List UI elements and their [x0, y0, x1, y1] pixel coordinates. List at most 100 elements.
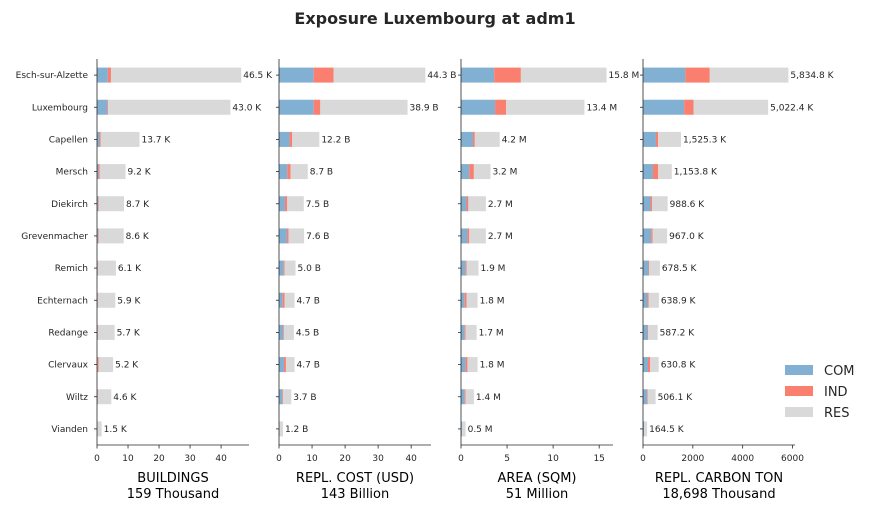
bar-res	[108, 99, 231, 115]
bar-ind	[495, 99, 507, 115]
bar-ind	[313, 99, 321, 115]
bar-res	[468, 196, 486, 212]
bar-value-label: 1.4 M	[476, 393, 501, 403]
bar-ind	[647, 292, 649, 308]
bar-com	[643, 357, 648, 373]
bar-res	[650, 357, 659, 373]
bar-com	[643, 164, 653, 180]
x-tick-label: 20	[339, 454, 351, 464]
bar-res	[110, 67, 242, 83]
bar-com	[279, 196, 285, 212]
x-tick-label: 10	[306, 454, 318, 464]
category-label: Clervaux	[48, 361, 89, 371]
bar-res	[98, 196, 124, 212]
bar-com	[461, 260, 466, 276]
bar-res	[284, 292, 295, 308]
bar-ind	[467, 228, 470, 244]
bar-com	[461, 131, 473, 147]
bar-value-label: 44.3 B	[427, 71, 456, 81]
bar-value-label: 164.5 K	[649, 425, 685, 435]
bar-value-label: 5.9 K	[117, 296, 141, 306]
panel-0: 46.5 K Esch-sur-Alzette 43.0 K Luxembourg 13…	[16, 59, 273, 502]
x-tick-label: 15	[593, 454, 604, 464]
bar-value-label: 8.7 B	[310, 168, 333, 178]
bar-com	[97, 131, 100, 147]
category-label: Esch-sur-Alzette	[16, 71, 89, 81]
bar-value-label: 13.4 M	[586, 103, 617, 113]
x-tick-label: 5	[504, 454, 510, 464]
bar-value-label: 630.8 K	[661, 361, 697, 371]
bar-com	[461, 99, 496, 115]
bar-res	[649, 260, 660, 276]
bar-res	[284, 260, 296, 276]
bar-com	[643, 196, 651, 212]
bar-res	[465, 324, 477, 340]
bar-res	[282, 389, 292, 405]
bar-value-label: 4.7 B	[297, 361, 320, 371]
bar-res	[99, 164, 126, 180]
bar-value-label: 5,834.8 K	[790, 71, 834, 81]
x-tick-label: 20	[153, 454, 165, 464]
x-tick-label: 2000	[681, 454, 704, 464]
bar-com	[643, 389, 647, 405]
x-tick-label: 10	[547, 454, 559, 464]
x-tick-label: 6000	[781, 454, 804, 464]
x-axis-label: REPL. COST (USD)	[296, 471, 414, 486]
bar-value-label: 43.0 K	[232, 103, 262, 113]
bar-value-label: 1.9 M	[481, 264, 506, 274]
bar-value-label: 1.5 K	[104, 425, 128, 435]
bar-ind	[97, 357, 99, 373]
bar-value-label: 967.0 K	[669, 232, 705, 242]
bar-ind	[107, 67, 111, 83]
bar-value-label: 4.6 K	[113, 393, 137, 403]
bar-com	[97, 99, 108, 115]
bar-com	[279, 260, 284, 276]
bar-value-label: 15.8 M	[609, 71, 640, 81]
bar-ind	[107, 99, 109, 115]
x-tick-label: 0	[276, 454, 282, 464]
bar-res	[693, 99, 769, 115]
bar-ind	[685, 67, 710, 83]
bar-value-label: 988.6 K	[670, 200, 706, 210]
bar-com	[643, 324, 648, 340]
bar-res	[647, 324, 658, 340]
bar-ind	[97, 196, 99, 212]
bar-value-label: 4.2 M	[502, 135, 527, 145]
bar-res	[473, 164, 491, 180]
bar-com	[643, 292, 648, 308]
bar-com	[97, 196, 98, 212]
bar-value-label: 0.5 M	[468, 425, 493, 435]
bar-res	[279, 421, 283, 437]
bar-res	[288, 228, 305, 244]
bar-res	[290, 164, 308, 180]
panel-2: 15.8 M 13.4 M 4.2 M 3.2 M 2.7 M 2.7 M 1.9 M 1.8…	[458, 59, 639, 502]
bar-res	[658, 131, 682, 147]
bar-ind	[465, 260, 467, 276]
bar-res	[648, 292, 659, 308]
bar-ind	[283, 357, 286, 373]
bar-com	[643, 131, 656, 147]
bar-res	[467, 357, 478, 373]
bar-value-label: 8.6 K	[126, 232, 150, 242]
bar-value-label: 3.2 M	[492, 168, 517, 178]
bar-ind	[465, 357, 468, 373]
bar-ind	[282, 389, 283, 405]
bar-value-label: 1.2 B	[285, 425, 308, 435]
bar-res	[474, 131, 500, 147]
bar-res	[658, 164, 672, 180]
legend-swatch-com	[785, 365, 813, 375]
bar-com	[461, 357, 466, 373]
bar-ind	[650, 196, 652, 212]
bar-ind	[464, 389, 466, 405]
bar-ind	[289, 131, 293, 147]
bar-ind	[652, 164, 659, 180]
category-label: Grevenmacher	[21, 232, 88, 242]
x-axis-total: 18,698 Thousand	[662, 487, 775, 502]
bar-ind	[313, 67, 334, 83]
bar-com	[279, 292, 283, 308]
bar-com	[461, 389, 465, 405]
bar-res	[644, 421, 648, 437]
bar-value-label: 3.7 B	[293, 393, 316, 403]
